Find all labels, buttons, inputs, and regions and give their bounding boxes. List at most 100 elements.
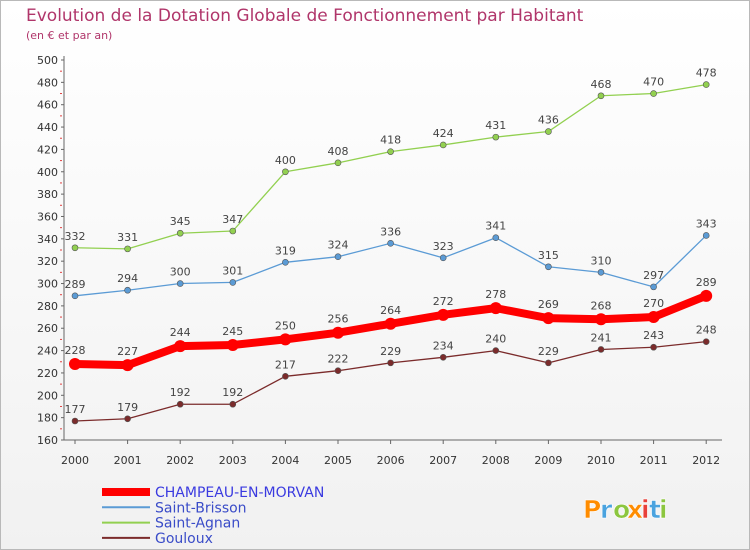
data-label: 240 — [485, 333, 506, 346]
data-point — [647, 311, 660, 324]
data-label: 289 — [696, 276, 717, 289]
data-point — [282, 258, 289, 266]
data-label: 289 — [65, 278, 86, 291]
data-point — [229, 400, 237, 408]
y-tick-label: 200 — [37, 389, 58, 402]
chart-subtitle: (en € et par an) — [26, 29, 112, 42]
data-label: 222 — [328, 353, 349, 366]
data-point — [69, 358, 81, 370]
y-tick-label: 440 — [37, 121, 58, 134]
data-label: 323 — [433, 240, 454, 253]
data-point — [334, 159, 342, 167]
data-point — [387, 239, 394, 247]
data-label: 244 — [170, 326, 191, 339]
x-tick-label: 2004 — [271, 454, 299, 467]
logo-letter: P — [583, 495, 601, 524]
data-label: 278 — [485, 288, 506, 301]
data-label: 294 — [117, 272, 138, 285]
data-point — [229, 279, 237, 286]
data-point — [71, 417, 79, 425]
data-label: 418 — [380, 134, 401, 147]
x-tick-label: 2007 — [429, 454, 457, 467]
data-point — [650, 343, 657, 351]
y-tick-label: 500 — [37, 54, 58, 67]
data-label: 245 — [222, 325, 243, 338]
legend-label: Saint-Agnan — [155, 516, 240, 532]
series-saint-brisson: 289 294 300 301 319 324 336 323 341 315 310 297 343 — [65, 217, 717, 300]
data-point — [334, 253, 342, 261]
data-point — [702, 338, 710, 345]
data-point — [387, 359, 394, 367]
data-point — [387, 148, 394, 155]
y-tick-label: 220 — [37, 367, 58, 380]
logo-letter: o — [613, 495, 630, 524]
y-tick-label: 160 — [37, 434, 58, 447]
data-point — [702, 232, 710, 239]
data-point — [176, 280, 184, 287]
x-tick-label: 2005 — [324, 454, 352, 467]
data-point — [702, 81, 710, 88]
data-point — [492, 133, 500, 141]
logo-letter: i — [659, 495, 668, 524]
y-tick-label: 240 — [37, 345, 58, 358]
logo-letter: t — [649, 495, 661, 524]
data-label: 324 — [328, 239, 349, 252]
data-point — [595, 313, 607, 326]
data-point — [332, 326, 344, 339]
data-point — [279, 333, 292, 346]
x-tick-label: 2011 — [640, 454, 668, 467]
data-label: 192 — [170, 386, 191, 399]
data-label: 192 — [222, 386, 243, 399]
data-point — [384, 317, 397, 330]
data-point — [545, 359, 552, 367]
legend-label: Saint-Brisson — [155, 500, 247, 516]
logo-letter: i — [641, 495, 650, 524]
data-point — [282, 168, 289, 176]
data-label: 331 — [117, 231, 138, 244]
data-point — [492, 347, 500, 354]
data-label: 229 — [538, 345, 559, 358]
logo-letter: x — [627, 495, 643, 524]
y-tick-label: 480 — [37, 76, 58, 89]
legend-label: Gouloux — [155, 531, 213, 547]
data-point — [229, 227, 237, 235]
data-point — [176, 400, 184, 408]
data-point — [437, 308, 450, 321]
data-point — [542, 312, 555, 325]
data-label: 227 — [117, 345, 138, 358]
data-point — [334, 367, 342, 375]
data-label: 272 — [433, 295, 454, 308]
data-label: 256 — [328, 313, 349, 326]
chart-title: Evolution de la Dotation Globale de Fonc… — [26, 6, 584, 26]
proxiti-logo: Pr oxi ti — [583, 495, 668, 525]
data-label: 400 — [275, 154, 296, 167]
data-label: 234 — [433, 339, 454, 352]
y-tick-label: 260 — [37, 322, 58, 335]
series-layer: 177 179 192 192 217 222 229 234 240 229 241 243 248 3… — [65, 67, 717, 425]
data-label: 228 — [65, 344, 86, 357]
data-point — [124, 245, 131, 253]
x-tick-label: 2006 — [377, 454, 405, 467]
data-label: 310 — [591, 254, 612, 267]
data-label: 268 — [591, 299, 612, 312]
data-label: 229 — [380, 345, 401, 358]
data-label: 177 — [65, 403, 86, 416]
data-point — [174, 340, 187, 353]
y-tick-label: 380 — [37, 188, 58, 201]
series-gouloux: 177 179 192 192 217 222 229 234 240 229 241 243 248 — [65, 324, 717, 425]
data-point — [700, 289, 713, 302]
data-label: 248 — [696, 324, 717, 337]
data-point — [597, 269, 605, 276]
x-tick-label: 2002 — [166, 454, 194, 467]
data-label: 250 — [275, 319, 296, 332]
x-tick-label: 2010 — [587, 454, 615, 467]
data-label: 297 — [643, 269, 664, 282]
data-point — [597, 346, 605, 353]
axes: 160 180 200 220 240 260 280 300 320 340 360 380 400 4… — [37, 54, 722, 467]
data-label: 332 — [65, 230, 86, 243]
data-label: 300 — [170, 266, 191, 279]
data-label: 424 — [433, 127, 454, 140]
data-point — [71, 244, 79, 252]
data-point — [124, 286, 131, 294]
